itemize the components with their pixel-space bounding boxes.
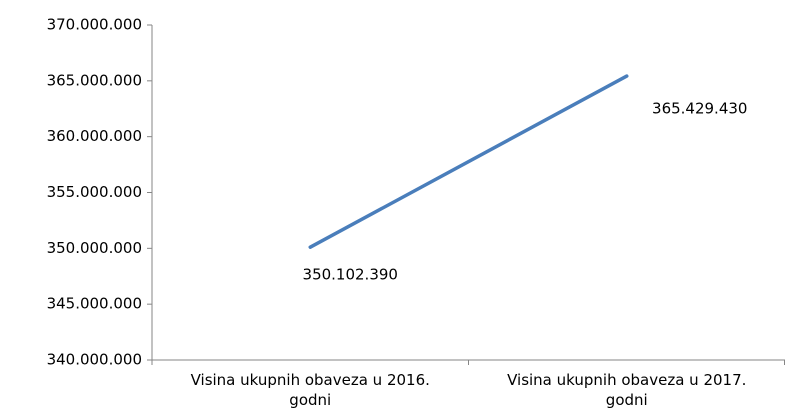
x-tick-label: Visina ukupnih obaveza u 2017. godni <box>507 371 747 409</box>
y-tick-label: 365.000.000 <box>47 71 142 89</box>
y-tick-label: 360.000.000 <box>47 127 142 145</box>
y-tick-label: 345.000.000 <box>47 295 142 313</box>
y-tick-label: 355.000.000 <box>47 183 142 201</box>
y-tick-label: 340.000.000 <box>47 351 142 369</box>
y-tick-label: 370.000.000 <box>47 16 142 34</box>
data-label: 365.429.430 <box>652 100 747 118</box>
y-tick-label: 350.000.000 <box>47 239 142 257</box>
line <box>308 74 629 249</box>
data-label: 350.102.390 <box>303 266 398 284</box>
x-tick-label: Visina ukupnih obaveza u 2016. godni <box>190 371 430 409</box>
